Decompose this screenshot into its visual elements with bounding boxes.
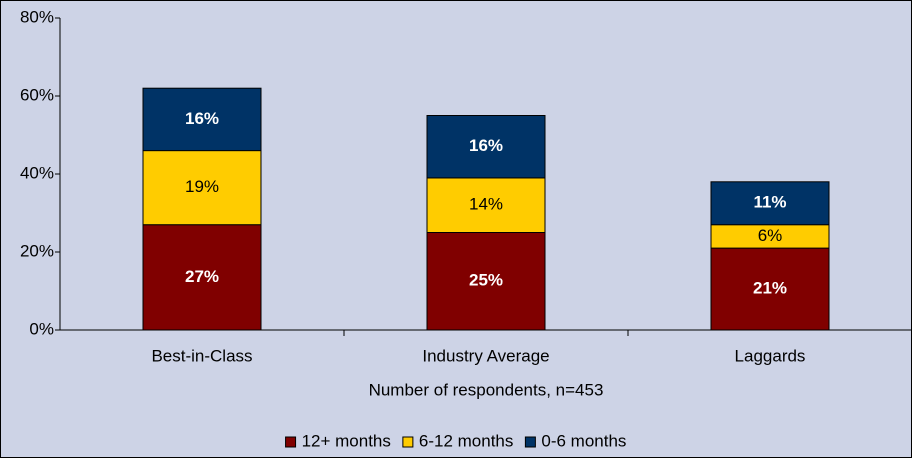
y-tick-label: 40%	[20, 163, 54, 182]
y-tick-label: 20%	[20, 241, 54, 260]
data-label: 19%	[185, 177, 219, 196]
bar-segment	[710, 247, 830, 331]
data-label: 16%	[469, 136, 503, 155]
data-label: 27%	[185, 267, 219, 286]
legend-label: 12+ months	[302, 431, 391, 450]
legend: 12+ months 6-12 months 0-6 months	[285, 431, 626, 450]
bar-segment	[426, 177, 546, 233]
legend-swatch	[524, 436, 536, 448]
bar-segment	[426, 232, 546, 331]
y-tick-label: 0%	[29, 319, 54, 338]
bar-segment	[142, 87, 262, 152]
x-axis-label: Number of respondents, n=453	[369, 380, 604, 399]
legend-swatch	[402, 436, 414, 448]
x-tick-label: Best-in-Class	[151, 346, 252, 365]
data-label: 11%	[753, 193, 786, 212]
bar-segment	[710, 181, 830, 226]
data-label: 21%	[753, 279, 787, 298]
bar-segment	[426, 115, 546, 179]
legend-label: 0-6 months	[541, 431, 626, 450]
x-tick-label: Laggards	[735, 346, 806, 365]
y-tick-label: 80%	[20, 7, 54, 26]
y-tick-label: 60%	[20, 85, 54, 104]
legend-swatch	[285, 436, 297, 448]
bar-segment	[142, 150, 262, 226]
data-label: 14%	[469, 195, 503, 214]
data-label: 16%	[185, 109, 219, 128]
x-tick-label: Industry Average	[422, 346, 549, 365]
legend-label: 6-12 months	[419, 431, 514, 450]
data-label: 25%	[469, 271, 503, 290]
data-label: 6%	[758, 226, 783, 245]
bar-segment	[142, 224, 262, 331]
